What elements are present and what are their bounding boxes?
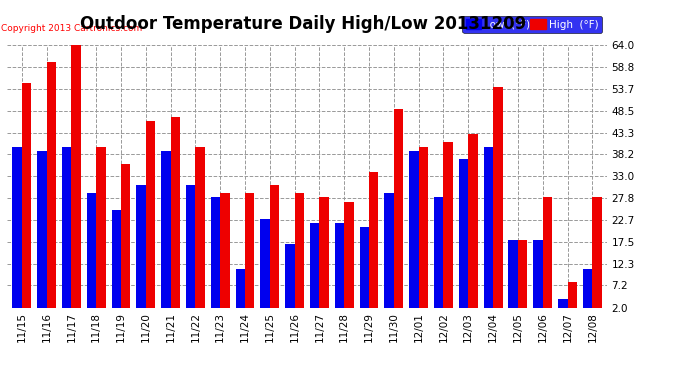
Bar — [211, 197, 220, 316]
Bar — [12, 147, 22, 316]
Bar — [567, 282, 577, 316]
Bar — [409, 151, 419, 316]
Bar — [558, 299, 567, 316]
Bar — [509, 240, 518, 316]
Bar — [533, 240, 543, 316]
Bar — [270, 185, 279, 316]
Bar — [459, 159, 469, 316]
Bar — [285, 244, 295, 316]
Bar — [310, 223, 319, 316]
Bar — [161, 151, 170, 316]
Bar — [96, 147, 106, 316]
Bar — [394, 108, 403, 316]
Bar — [235, 269, 245, 316]
Text: Outdoor Temperature Daily High/Low 20131209: Outdoor Temperature Daily High/Low 20131… — [81, 15, 526, 33]
Bar — [335, 223, 344, 316]
Bar — [469, 134, 477, 316]
Legend: Low  (°F), High  (°F): Low (°F), High (°F) — [462, 16, 602, 33]
Bar — [170, 117, 180, 316]
Bar — [295, 193, 304, 316]
Bar — [260, 219, 270, 316]
Bar — [195, 147, 205, 316]
Bar — [62, 147, 71, 316]
Bar — [484, 147, 493, 316]
Bar — [137, 185, 146, 316]
Bar — [493, 87, 502, 316]
Bar — [121, 164, 130, 316]
Bar — [220, 193, 230, 316]
Bar — [359, 227, 369, 316]
Bar — [444, 142, 453, 316]
Bar — [518, 240, 527, 316]
Bar — [344, 202, 354, 316]
Bar — [37, 151, 47, 316]
Bar — [419, 147, 428, 316]
Bar — [583, 269, 592, 316]
Bar — [369, 172, 379, 316]
Bar — [112, 210, 121, 316]
Bar — [47, 62, 56, 316]
Bar — [22, 83, 31, 316]
Bar — [87, 193, 96, 316]
Bar — [384, 193, 394, 316]
Bar — [146, 121, 155, 316]
Bar — [434, 197, 444, 316]
Bar — [186, 185, 195, 316]
Text: Copyright 2013 Cartronics.com: Copyright 2013 Cartronics.com — [1, 24, 142, 33]
Bar — [319, 197, 329, 316]
Bar — [543, 197, 552, 316]
Bar — [71, 45, 81, 316]
Bar — [245, 193, 255, 316]
Bar — [592, 197, 602, 316]
